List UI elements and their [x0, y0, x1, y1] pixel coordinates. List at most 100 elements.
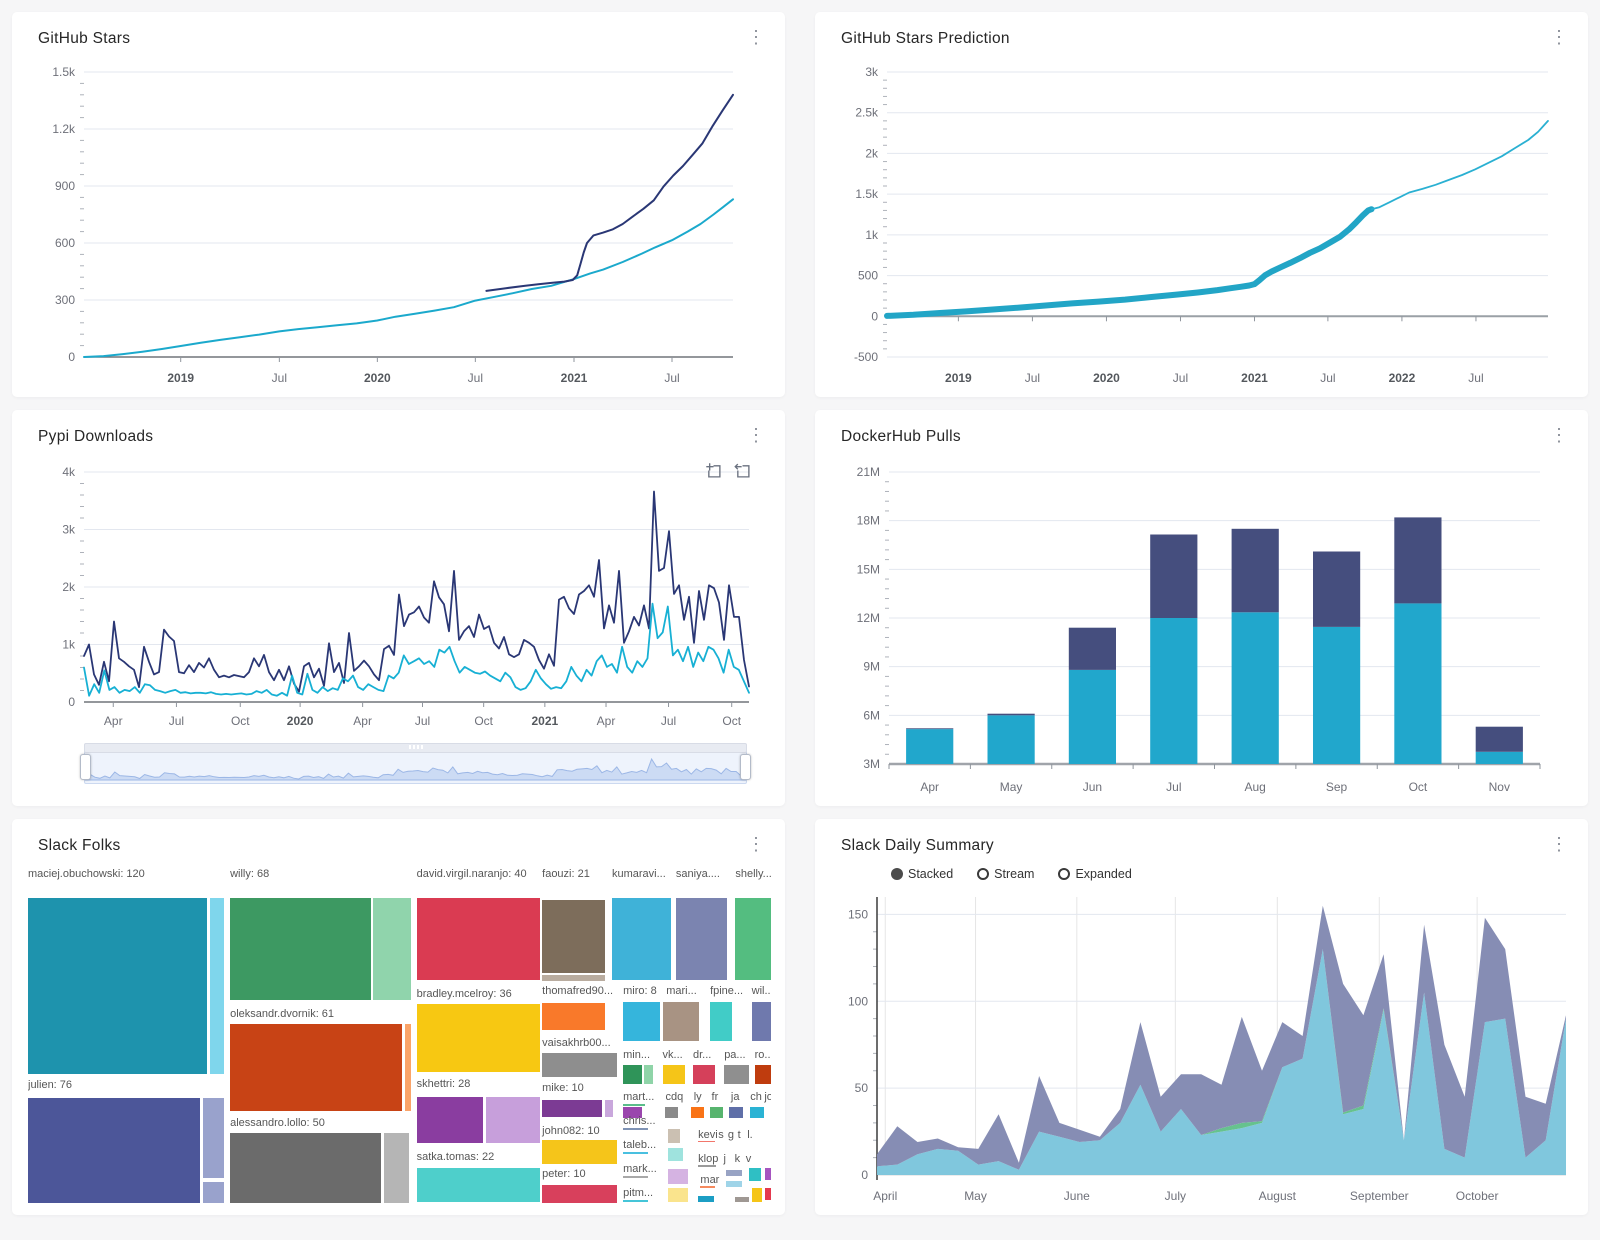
kebab-menu-icon[interactable]: ⋮ — [1550, 425, 1568, 445]
treemap-tile[interactable] — [542, 1099, 603, 1117]
treemap-tile[interactable] — [667, 1188, 688, 1202]
bar-Apr-navy[interactable] — [906, 728, 954, 730]
treemap-tile[interactable] — [230, 1133, 381, 1203]
treemap-tile[interactable] — [729, 1107, 743, 1119]
restore-icon[interactable] — [734, 462, 751, 479]
series-line-actual-thick[interactable] — [884, 206, 1375, 319]
series-line-navy[interactable] — [485, 93, 734, 292]
kebab-menu-icon[interactable]: ⋮ — [747, 834, 765, 854]
bar-Aug-cyan[interactable] — [1231, 612, 1279, 764]
bar-Apr-cyan[interactable] — [906, 729, 954, 764]
series-area-cyan[interactable] — [877, 949, 1566, 1175]
treemap-tile[interactable] — [542, 899, 605, 974]
treemap-tile[interactable] — [623, 1199, 648, 1202]
treemap-tile[interactable] — [373, 897, 411, 1001]
treemap-tile[interactable] — [28, 1097, 200, 1203]
treemap-tile[interactable] — [667, 1169, 688, 1184]
treemap-tile[interactable] — [28, 897, 208, 1074]
series-line-cyan[interactable] — [83, 602, 750, 697]
treemap-tile[interactable] — [643, 1064, 653, 1085]
bar-Oct-navy[interactable] — [1394, 517, 1442, 604]
bar-May-navy[interactable] — [987, 713, 1035, 716]
slider-handle-right[interactable] — [740, 754, 751, 780]
treemap-tile[interactable] — [230, 1023, 402, 1111]
treemap-tile[interactable] — [667, 1147, 683, 1162]
treemap-tile[interactable] — [202, 1097, 225, 1178]
treemap-tile[interactable] — [202, 1181, 225, 1203]
legend-item-stream[interactable]: Stream — [977, 867, 1034, 881]
treemap-tile[interactable] — [734, 1197, 749, 1202]
bar-Nov-cyan[interactable] — [1475, 751, 1523, 764]
treemap-tile[interactable] — [698, 1140, 715, 1143]
treemap-tile[interactable] — [623, 1151, 648, 1154]
bar-Jul-navy[interactable] — [1150, 534, 1198, 619]
kebab-menu-icon[interactable]: ⋮ — [747, 425, 765, 445]
treemap-tile[interactable] — [542, 1140, 618, 1165]
treemap-tile[interactable] — [692, 1064, 716, 1085]
slider-handle-left[interactable] — [80, 754, 91, 780]
treemap-tile[interactable] — [210, 897, 225, 1074]
treemap-tile[interactable] — [623, 1107, 642, 1119]
treemap-tile[interactable] — [726, 1170, 742, 1176]
slider-move-handle[interactable] — [84, 743, 747, 753]
treemap-tile[interactable] — [667, 1128, 681, 1144]
series-line-navy[interactable] — [83, 490, 750, 693]
bar-Sep-navy[interactable] — [1313, 551, 1361, 627]
bar-Sep-cyan[interactable] — [1313, 626, 1361, 764]
bar-Jul-cyan[interactable] — [1150, 618, 1198, 764]
treemap-tile[interactable] — [623, 1127, 648, 1130]
treemap-tile[interactable] — [751, 1188, 763, 1202]
treemap-tile[interactable] — [735, 897, 771, 980]
treemap-tile[interactable] — [416, 897, 540, 980]
treemap-tile[interactable] — [416, 1096, 483, 1144]
treemap-tile[interactable] — [665, 1107, 679, 1119]
kebab-menu-icon[interactable]: ⋮ — [747, 27, 765, 47]
bar-Aug-navy[interactable] — [1231, 528, 1279, 613]
treemap-tile[interactable] — [542, 975, 605, 981]
treemap-tile[interactable] — [542, 1184, 618, 1203]
treemap-tile[interactable] — [230, 897, 371, 1001]
treemap-tile[interactable] — [698, 1165, 716, 1167]
bar-Oct-cyan[interactable] — [1394, 603, 1442, 764]
treemap-tile[interactable] — [611, 897, 672, 980]
treemap-tile[interactable] — [765, 1168, 771, 1180]
treemap-tile[interactable] — [623, 1002, 660, 1041]
treemap-tile[interactable] — [710, 1107, 723, 1119]
treemap-tile[interactable] — [765, 1188, 771, 1200]
treemap-tile[interactable] — [623, 1103, 646, 1106]
bar-May-cyan[interactable] — [987, 715, 1035, 764]
kebab-menu-icon[interactable]: ⋮ — [1550, 27, 1568, 47]
treemap-tile[interactable] — [748, 1168, 762, 1181]
bar-Jun-cyan[interactable] — [1068, 669, 1116, 764]
treemap-tile[interactable] — [542, 1003, 605, 1031]
bar-Nov-navy[interactable] — [1475, 726, 1523, 752]
treemap-tile[interactable] — [698, 1196, 714, 1202]
treemap-tile[interactable] — [662, 1002, 699, 1041]
treemap-tile[interactable] — [726, 1180, 742, 1188]
treemap-tile[interactable] — [710, 1002, 733, 1041]
series-line-cyan[interactable] — [83, 198, 734, 358]
treemap-tile[interactable] — [750, 1107, 765, 1119]
bar-Jun-navy[interactable] — [1068, 627, 1116, 670]
treemap-tile[interactable] — [623, 1175, 648, 1178]
treemap-tile[interactable] — [416, 1168, 540, 1202]
treemap-tile[interactable] — [623, 1064, 642, 1085]
treemap-tile[interactable] — [605, 1099, 613, 1117]
treemap-tile[interactable] — [485, 1096, 540, 1144]
datazoom-icon[interactable] — [705, 462, 722, 479]
treemap-tile[interactable] — [416, 1003, 540, 1072]
kebab-menu-icon[interactable]: ⋮ — [1550, 834, 1568, 854]
treemap-tile[interactable] — [662, 1064, 685, 1085]
treemap-tile[interactable] — [675, 897, 728, 980]
series-line-prediction-thin[interactable] — [1370, 120, 1549, 211]
treemap-tile[interactable] — [691, 1107, 705, 1119]
treemap-tile[interactable] — [724, 1064, 750, 1085]
treemap-tile[interactable] — [754, 1064, 771, 1085]
legend-item-expanded[interactable]: Expanded — [1058, 867, 1132, 881]
legend-item-stacked[interactable]: Stacked — [891, 867, 953, 881]
treemap-tile[interactable] — [404, 1023, 412, 1111]
treemap-tile[interactable] — [751, 1002, 771, 1041]
treemap-tile[interactable] — [700, 1186, 716, 1189]
series-area-purple[interactable] — [877, 905, 1566, 1170]
datazoom-slider[interactable] — [80, 743, 751, 784]
